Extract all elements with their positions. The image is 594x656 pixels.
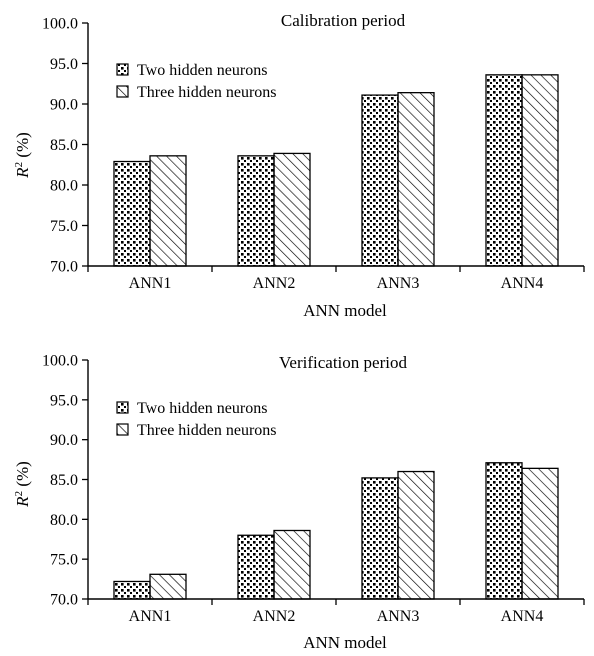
legend-swatch-hatch [116,85,129,98]
bar-ann3-three-hidden-neurons [397,470,435,600]
legend-label: Two hidden neurons [137,400,267,417]
x-tick-label: ANN4 [501,608,544,625]
bar-ann1-three-hidden-neurons [149,573,187,600]
bar-ann4-two-hidden-neurons [485,462,523,600]
y-axis-label: R2 (%) [13,461,32,508]
legend-label: Three hidden neurons [137,422,277,439]
bar-ann3-two-hidden-neurons [361,94,399,267]
x-tick-label: ANN4 [501,275,544,292]
bar-ann3-two-hidden-neurons [361,477,399,600]
y-tick-label: 90.0 [50,432,78,449]
x-tick-label: ANN3 [377,608,420,625]
x-tick-label: ANN2 [253,608,296,625]
y-tick-label: 90.0 [50,97,78,114]
bar-ann3-three-hidden-neurons [397,92,435,267]
legend-item-two-hidden-neurons: Two hidden neurons [116,62,267,79]
bar-ann1-two-hidden-neurons [113,580,151,600]
bar-ann2-three-hidden-neurons [273,152,311,267]
legend: Two hidden neurons Three hidden neurons [116,400,277,439]
bar-ann1-three-hidden-neurons [149,155,187,267]
legend-item-three-hidden-neurons: Three hidden neurons [116,84,277,101]
y-tick-label: 80.0 [50,178,78,195]
verification-chart: Verification period R2 (%) ANN model Two… [13,353,585,652]
chart-title: Calibration period [281,11,406,30]
y-tick-label: 100.0 [42,16,78,33]
x-tick-label: ANN3 [377,275,420,292]
legend: Two hidden neurons Three hidden neurons [116,62,277,101]
x-axis-label: ANN model [303,301,387,320]
legend-swatch-dots [116,63,129,76]
legend-swatch-hatch [116,423,129,436]
legend-item-two-hidden-neurons: Two hidden neurons [116,400,267,417]
bar-ann4-three-hidden-neurons [521,467,559,600]
bar-ann4-three-hidden-neurons [521,74,559,267]
x-tick-label: ANN1 [129,275,172,292]
bars [113,74,559,267]
y-tick-label: 100.0 [42,353,78,370]
y-tick-label: 80.0 [50,512,78,529]
bar-ann2-two-hidden-neurons [237,155,275,267]
y-axis-label: R2 (%) [13,132,32,179]
y-tick-label: 85.0 [50,472,78,489]
y-tick-label: 70.0 [50,592,78,609]
bar-ann2-two-hidden-neurons [237,534,275,600]
y-tick-label: 75.0 [50,218,78,235]
legend-item-three-hidden-neurons: Three hidden neurons [116,422,277,439]
y-tick-label: 95.0 [50,392,78,409]
y-tick-label: 85.0 [50,137,78,154]
x-tick-label: ANN2 [253,275,296,292]
chart-title: Verification period [279,353,407,372]
calibration-chart: Calibration period R2 (%) ANN model Two … [13,11,585,320]
legend-label: Three hidden neurons [137,84,277,101]
bars [113,462,559,600]
legend-label: Two hidden neurons [137,62,267,79]
x-tick-label: ANN1 [129,608,172,625]
y-tick-label: 75.0 [50,552,78,569]
bar-ann2-three-hidden-neurons [273,529,311,600]
bar-ann4-two-hidden-neurons [485,74,523,267]
y-tick-label: 95.0 [50,56,78,73]
bar-ann1-two-hidden-neurons [113,160,151,267]
y-tick-label: 70.0 [50,259,78,276]
x-axis-label: ANN model [303,633,387,652]
legend-swatch-dots [116,401,129,414]
